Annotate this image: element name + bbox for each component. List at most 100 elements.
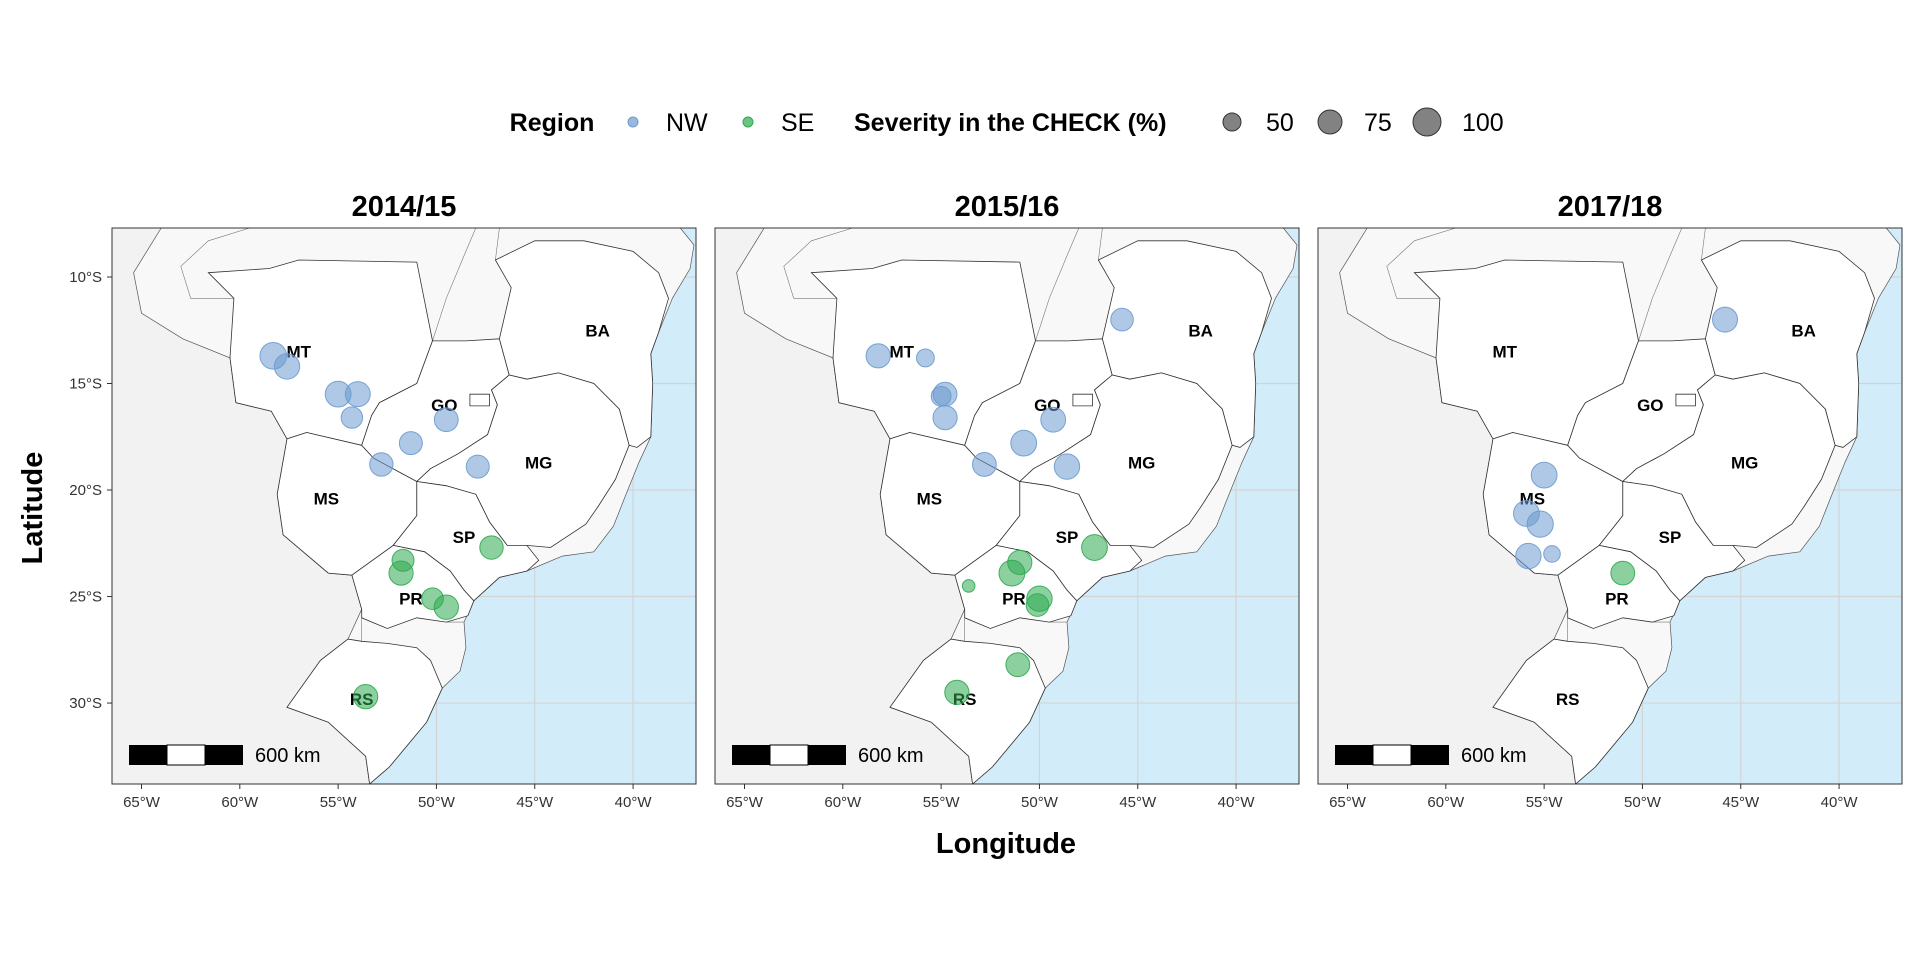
- point-nw: [932, 404, 958, 431]
- state-label-mg: MG: [1731, 453, 1758, 472]
- point-se: [479, 535, 504, 560]
- x-tick-label: 50°W: [1021, 794, 1059, 811]
- scale-bar-segment: [1335, 745, 1373, 765]
- state-polygon: [1557, 544, 1681, 629]
- y-tick-label: 10°S: [69, 269, 102, 286]
- federal-district: [1072, 393, 1093, 407]
- x-tick-label: 45°W: [516, 794, 554, 811]
- panel-border: [714, 227, 1300, 785]
- x-tick-label: 60°W: [1427, 794, 1465, 811]
- legend-size-75-key: [1317, 109, 1343, 135]
- state-label-mt: MT: [890, 343, 915, 362]
- x-tick-label: 50°W: [418, 794, 456, 811]
- point-nw: [1526, 510, 1554, 538]
- state-label-ms: MS: [917, 490, 943, 509]
- y-axis-title: Latitude: [17, 452, 49, 565]
- legend-se-label: SE: [781, 109, 814, 137]
- legend-size-75-label: 75: [1364, 109, 1392, 137]
- scale-bar-segment: [732, 745, 770, 765]
- panel-title-2015-16: 2015/16: [955, 191, 1060, 223]
- scale-bar: 600 km: [129, 744, 321, 767]
- y-tick-label: 30°S: [69, 695, 102, 712]
- x-tick-label: 60°W: [221, 794, 259, 811]
- state-label-pr: PR: [1002, 590, 1026, 609]
- state-label-mg: MG: [1128, 453, 1155, 472]
- x-tick-label: 40°W: [615, 794, 653, 811]
- state-border: [1386, 228, 1456, 299]
- state-border: [495, 228, 500, 261]
- state-label-sp: SP: [1659, 528, 1682, 547]
- panel-title-2014-15: 2014/15: [352, 191, 457, 223]
- point-nw: [1712, 306, 1739, 333]
- legend-size-100-label: 100: [1462, 109, 1504, 137]
- point-se: [1025, 593, 1050, 617]
- legend-nw-label: NW: [666, 109, 708, 137]
- legend-se-key: [742, 116, 754, 128]
- scale-bar-segment: [1411, 745, 1449, 765]
- state-label-ba: BA: [1791, 321, 1816, 340]
- state-border: [432, 228, 477, 341]
- scale-bar-segment: [808, 745, 846, 765]
- y-tick-label: 15°S: [69, 376, 102, 393]
- y-tick-label: 25°S: [69, 589, 102, 606]
- point-se: [1610, 560, 1636, 586]
- point-nw: [1515, 542, 1542, 570]
- state-border: [783, 228, 853, 299]
- scale-bar: 600 km: [732, 744, 924, 767]
- scale-bar-segment: [205, 745, 243, 765]
- federal-district: [469, 393, 490, 407]
- state-label-go: GO: [1637, 396, 1663, 415]
- point-se: [998, 559, 1026, 587]
- state-border: [1035, 228, 1080, 341]
- x-tick-label: 65°W: [1329, 794, 1367, 811]
- state-border: [1638, 228, 1683, 341]
- scale-bar-segment: [129, 745, 167, 765]
- point-nw: [1530, 461, 1558, 489]
- x-tick-label: 55°W: [320, 794, 358, 811]
- scale-bar-label: 600 km: [858, 745, 924, 767]
- state-label-ba: BA: [585, 321, 610, 340]
- point-nw: [340, 406, 364, 429]
- point-nw: [369, 452, 394, 477]
- state-border: [1098, 228, 1103, 261]
- scale-bar-segment: [769, 744, 809, 766]
- state-label-mg: MG: [525, 453, 552, 472]
- point-se: [944, 679, 970, 705]
- point-nw: [1543, 545, 1561, 563]
- point-se: [961, 579, 976, 593]
- state-label-pr: PR: [1605, 590, 1629, 609]
- x-axis-title: Longitude: [936, 828, 1076, 860]
- legend-size-50-key: [1222, 112, 1242, 132]
- y-tick-label: 20°S: [69, 482, 102, 499]
- scale-bar-label: 600 km: [1461, 745, 1527, 767]
- state-label-pr: PR: [399, 590, 423, 609]
- point-nw: [1040, 406, 1067, 433]
- point-se: [388, 560, 414, 586]
- x-tick-label: 55°W: [1526, 794, 1564, 811]
- state-polygon: [286, 638, 443, 784]
- scale-bar-segment: [166, 744, 206, 766]
- x-tick-label: 40°W: [1821, 794, 1859, 811]
- point-nw: [930, 385, 952, 407]
- x-tick-label: 55°W: [923, 794, 961, 811]
- panel-border: [111, 227, 697, 785]
- x-tick-label: 65°W: [123, 794, 161, 811]
- x-tick-label: 40°W: [1218, 794, 1256, 811]
- point-nw: [1110, 307, 1134, 332]
- x-tick-label: 65°W: [726, 794, 764, 811]
- x-tick-label: 50°W: [1624, 794, 1662, 811]
- scale-bar-label: 600 km: [255, 745, 321, 767]
- point-nw: [865, 343, 891, 369]
- x-tick-label: 45°W: [1119, 794, 1157, 811]
- point-nw: [1010, 429, 1038, 457]
- state-label-ba: BA: [1188, 321, 1213, 340]
- state-border: [180, 228, 250, 299]
- state-label-ms: MS: [314, 490, 340, 509]
